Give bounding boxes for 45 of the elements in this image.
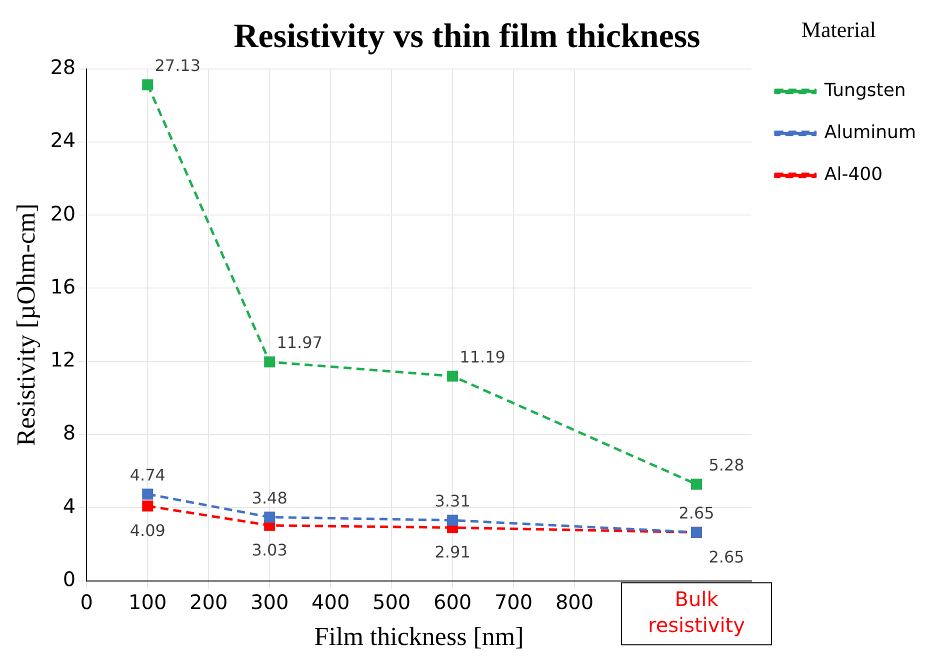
- x-tick-label: 100: [128, 590, 167, 614]
- y-tick-label: 0: [62, 567, 76, 592]
- y-tick-label: 12: [50, 348, 76, 372]
- x-tick-label: 0: [80, 590, 94, 614]
- y-tick-label: 28: [50, 55, 76, 80]
- chart-title: Resistivity vs thin film thickness: [234, 18, 700, 56]
- data-label: 3.48: [252, 488, 288, 508]
- data-label: 2.65: [708, 548, 744, 566]
- y-tick-label: 16: [50, 274, 76, 298]
- x-axis-title: Film thickness [nm]: [314, 622, 524, 652]
- x-tick-label: 300: [250, 590, 289, 614]
- y-axis-title: Resistivity [µOhm-cm]: [11, 204, 40, 446]
- legend-label: Tungsten: [823, 80, 906, 102]
- data-label: 4.09: [130, 521, 166, 540]
- y-tick-label: 4: [62, 494, 76, 518]
- x-tick-label: 400: [312, 590, 350, 614]
- x-tick-label: 500: [372, 590, 411, 614]
- legend-label: Aluminum: [824, 122, 916, 144]
- data-label: 11.97: [276, 333, 323, 352]
- x-tick-label: 600: [433, 590, 472, 614]
- point: [691, 478, 702, 490]
- point: [264, 512, 276, 523]
- point: [142, 500, 154, 512]
- point: [142, 488, 154, 500]
- point: [447, 514, 458, 526]
- point: [447, 370, 458, 382]
- y-tick-label: 8: [62, 420, 76, 445]
- x-tick-label: 800: [555, 590, 594, 614]
- data-label: 5.28: [708, 455, 744, 474]
- y-tick-label: 24: [50, 128, 76, 152]
- x-tick-label: 700: [494, 590, 533, 614]
- data-label: 3.03: [252, 540, 288, 560]
- text: Bulk resistivity: [648, 587, 746, 638]
- data-label: 2.91: [434, 542, 470, 562]
- data-label: 11.19: [460, 347, 506, 366]
- data-label: 3.31: [434, 491, 470, 510]
- data-label: 2.65: [678, 504, 714, 522]
- point: [142, 79, 154, 90]
- legend-label: Al-400: [824, 164, 883, 186]
- data-label: 4.74: [130, 465, 166, 484]
- y-tick-label: 20: [50, 201, 76, 226]
- point: [264, 356, 276, 368]
- legend-title: Material: [801, 16, 876, 42]
- x-tick-label: 200: [190, 590, 228, 614]
- data-label: 27.13: [154, 56, 201, 75]
